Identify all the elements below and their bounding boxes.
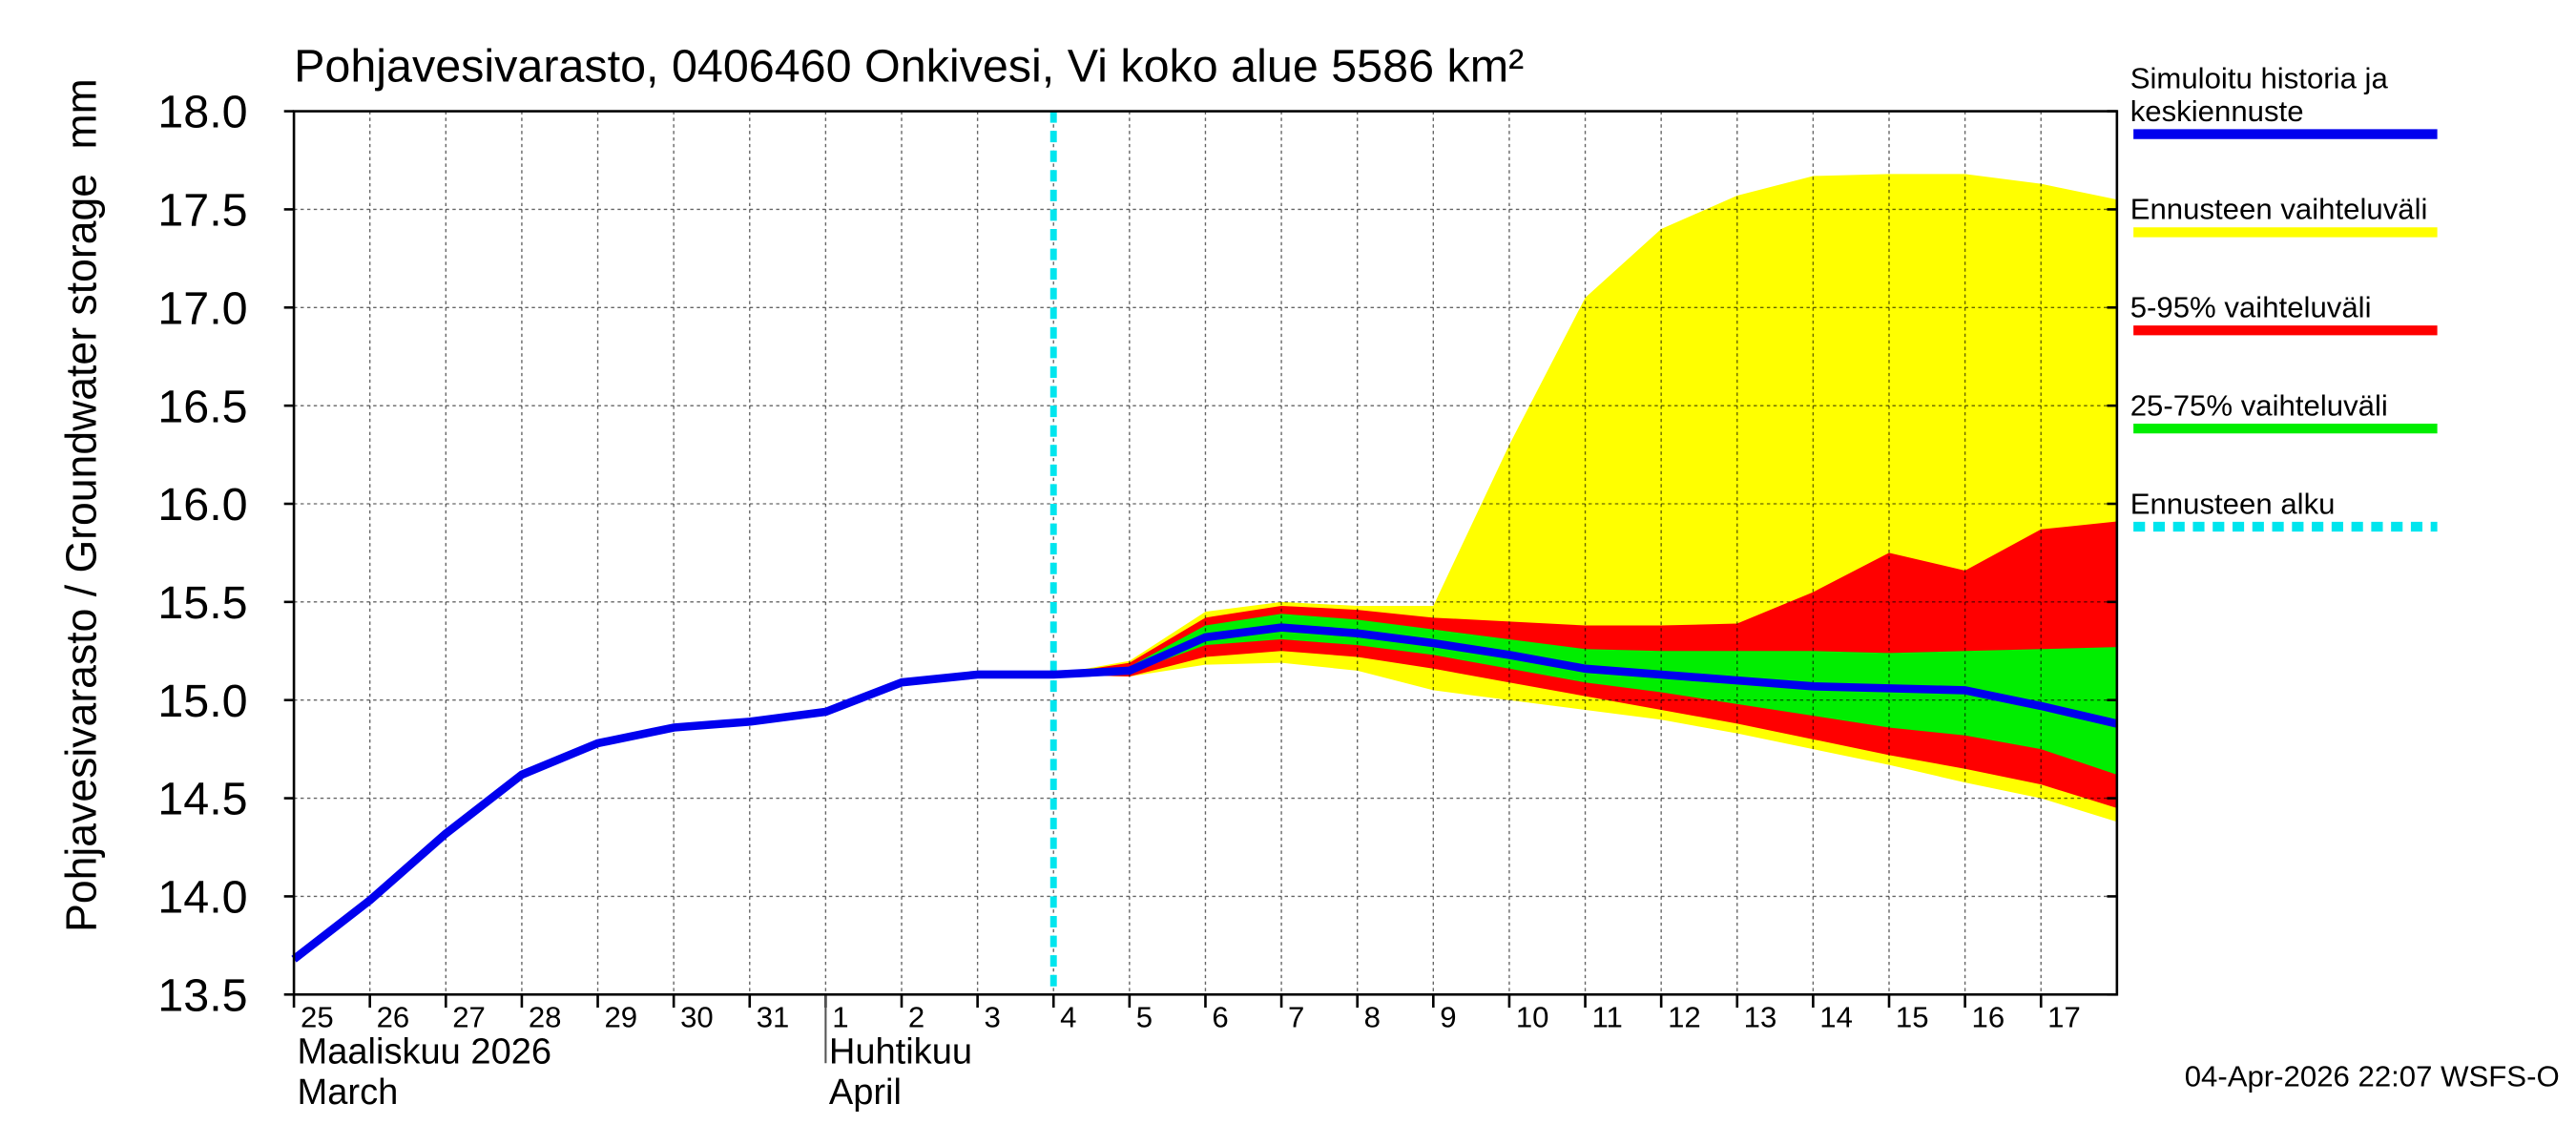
y-tick-label: 14.5	[157, 774, 247, 825]
y-tick-label: 15.0	[157, 676, 247, 727]
x-tick-label: 16	[1972, 1001, 2005, 1034]
legend-label: Ennusteen vaihteluväli	[2129, 193, 2428, 226]
y-tick-label: 18.0	[157, 87, 247, 138]
y-tick-label: 16.0	[157, 479, 247, 531]
x-tick-label: 10	[1516, 1001, 1549, 1034]
x-tick-label: 15	[1896, 1001, 1929, 1034]
x-tick-label: 13	[1744, 1001, 1777, 1034]
month-label: Huhtikuu	[829, 1031, 972, 1072]
forecast-band	[1053, 614, 2117, 775]
y-tick-label: 13.5	[157, 970, 247, 1022]
x-tick-label: 14	[1819, 1001, 1853, 1034]
y-tick-label: 17.0	[157, 283, 247, 335]
x-tick-label: 1	[832, 1001, 848, 1034]
legend-label-box: Ennusteen alku	[2129, 487, 2336, 521]
x-tick-label: 11	[1591, 1001, 1622, 1034]
legend-label-box: Simuloitu historia ja keskiennuste	[2129, 62, 2388, 128]
x-tick-label: 28	[529, 1001, 562, 1034]
x-tick-label: 29	[604, 1001, 637, 1034]
y-tick-label: 16.5	[157, 381, 247, 432]
x-tick-label: 2	[908, 1001, 924, 1034]
x-tick-label: 17	[2047, 1001, 2081, 1034]
legend: Simuloitu historia ja keskiennuste Ennust…	[2129, 62, 2438, 532]
x-tick-label: 25	[301, 1001, 334, 1034]
legend-label-box: Ennusteen vaihteluväli	[2129, 193, 2428, 226]
plot-area: 13.5 14.0 14.5 15.0 15.5 16.0 16.5 17.0 17.5 18.0…	[157, 87, 2119, 1113]
x-tick-label: 7	[1288, 1001, 1304, 1034]
x-tick-label: 4	[1060, 1001, 1076, 1034]
legend-label: Simuloitu historia ja keskiennuste	[2129, 62, 2388, 128]
chart-title: Pohjavesivarasto, 0406460 Onkivesi, Vi k…	[294, 41, 1524, 93]
x-tick-label: 26	[377, 1001, 410, 1034]
y-tick-label: 14.0	[157, 872, 247, 924]
legend-label: 25-75% vaihteluväli	[2129, 389, 2388, 423]
series-line	[291, 623, 2118, 963]
x-tick-label: 30	[680, 1001, 714, 1034]
x-tick-label: 27	[452, 1001, 486, 1034]
y-tick-label: 15.5	[157, 577, 247, 629]
footer: 04-Apr-2026 22:07 WSFS-O	[2185, 1059, 2560, 1093]
legend-label-box: 5-95% vaihteluväli	[2129, 291, 2372, 324]
x-tick-label: 3	[985, 1001, 1001, 1034]
y-tick-label: 17.5	[157, 185, 247, 237]
x-tick-label: 9	[1440, 1001, 1456, 1034]
y-axis-unit: mm	[57, 78, 105, 149]
x-tick-label: 6	[1212, 1001, 1228, 1034]
legend-label: Ennusteen alku	[2129, 487, 2336, 521]
x-tick-label: 12	[1668, 1001, 1701, 1034]
month-label: Maaliskuu 2026	[298, 1031, 552, 1072]
legend-label-box: 25-75% vaihteluväli	[2129, 389, 2388, 423]
y-axis-label: Pohjavesivarasto / Groundwater storage	[57, 174, 105, 932]
x-tick-label: 8	[1364, 1001, 1381, 1034]
x-tick-label: 31	[757, 1001, 790, 1034]
x-tick-label: 5	[1136, 1001, 1153, 1034]
plot-frame	[292, 110, 2119, 996]
legend-label: 5-95% vaihteluväli	[2129, 291, 2372, 324]
month-label: April	[829, 1072, 902, 1113]
month-label: March	[298, 1072, 399, 1113]
